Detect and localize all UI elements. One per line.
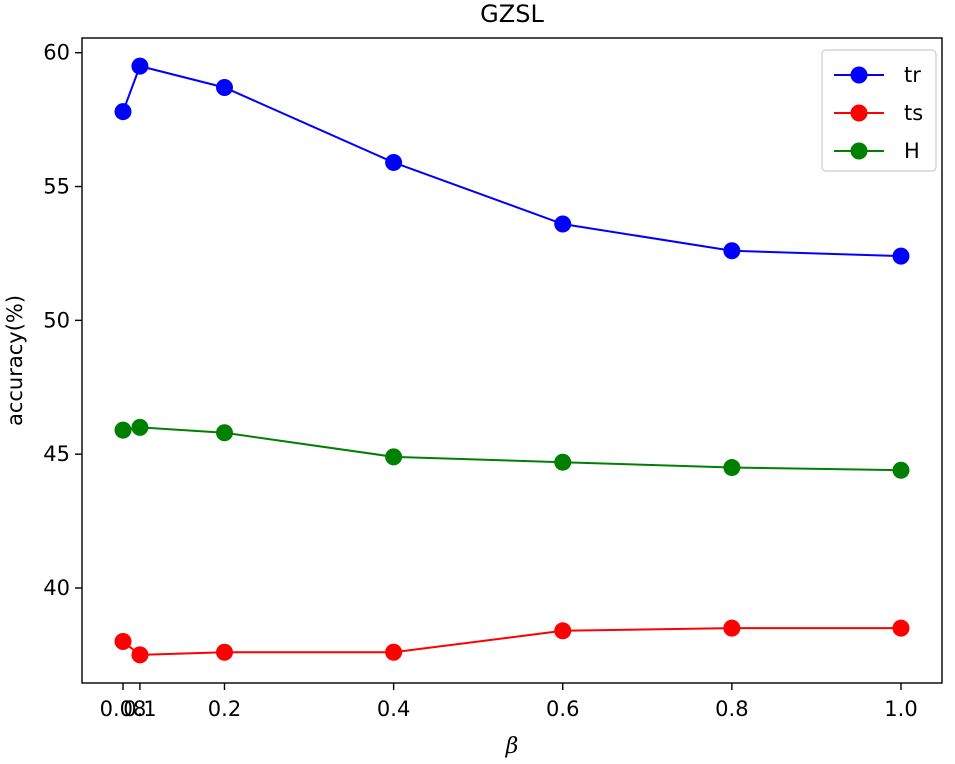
x-axis-label: β xyxy=(505,734,519,759)
data-point-ts xyxy=(131,646,149,664)
data-point-H xyxy=(131,418,149,436)
data-point-tr xyxy=(385,153,403,171)
data-point-tr xyxy=(554,215,572,233)
legend-label-tr: tr xyxy=(904,63,921,87)
legend-label-H: H xyxy=(904,139,920,163)
legend-box xyxy=(821,49,937,172)
data-point-H xyxy=(385,448,403,466)
legend-marker-H xyxy=(850,142,868,160)
y-tick-label: 50 xyxy=(43,308,70,332)
y-axis-label: accuracy(%) xyxy=(3,295,27,426)
legend: tr ts H xyxy=(821,49,937,172)
plot-frame xyxy=(81,37,943,684)
y-tick-label: 45 xyxy=(43,442,70,466)
data-point-tr xyxy=(723,242,741,260)
y-tick-label: 60 xyxy=(43,41,70,65)
data-point-ts xyxy=(215,643,233,661)
data-point-ts xyxy=(554,622,572,640)
data-point-tr xyxy=(892,247,910,265)
data-point-tr xyxy=(114,103,132,121)
y-tick-label: 40 xyxy=(43,576,70,600)
y-tick-label: 55 xyxy=(43,175,70,199)
series-layer xyxy=(114,57,910,664)
chart-title: GZSL xyxy=(480,0,544,28)
data-point-tr xyxy=(215,79,233,97)
x-tick-label: 0.6 xyxy=(546,697,579,721)
data-point-H xyxy=(723,459,741,477)
data-point-H xyxy=(114,421,132,439)
data-point-H xyxy=(892,461,910,479)
x-tick-label: 0.2 xyxy=(208,697,241,721)
x-tick-label: 0.4 xyxy=(377,697,410,721)
x-tick-label: 1.0 xyxy=(884,697,917,721)
data-point-ts xyxy=(385,643,403,661)
data-point-tr xyxy=(131,57,149,75)
axes-layer: 40 45 50 55 60 0.080.1 0.2 0.4 0.6 0.8 1.0 xyxy=(43,41,917,721)
x-tick-label: 0.8 xyxy=(715,697,748,721)
data-point-H xyxy=(215,424,233,442)
legend-label-ts: ts xyxy=(904,101,923,125)
legend-marker-tr xyxy=(850,66,868,84)
data-point-ts xyxy=(892,619,910,637)
data-point-ts xyxy=(723,619,741,637)
data-point-H xyxy=(554,453,572,471)
data-point-ts xyxy=(114,633,132,651)
x-tick-label: 0.1 xyxy=(123,697,156,721)
x-tick-label: 0.08 xyxy=(100,697,147,721)
legend-marker-ts xyxy=(850,104,868,122)
